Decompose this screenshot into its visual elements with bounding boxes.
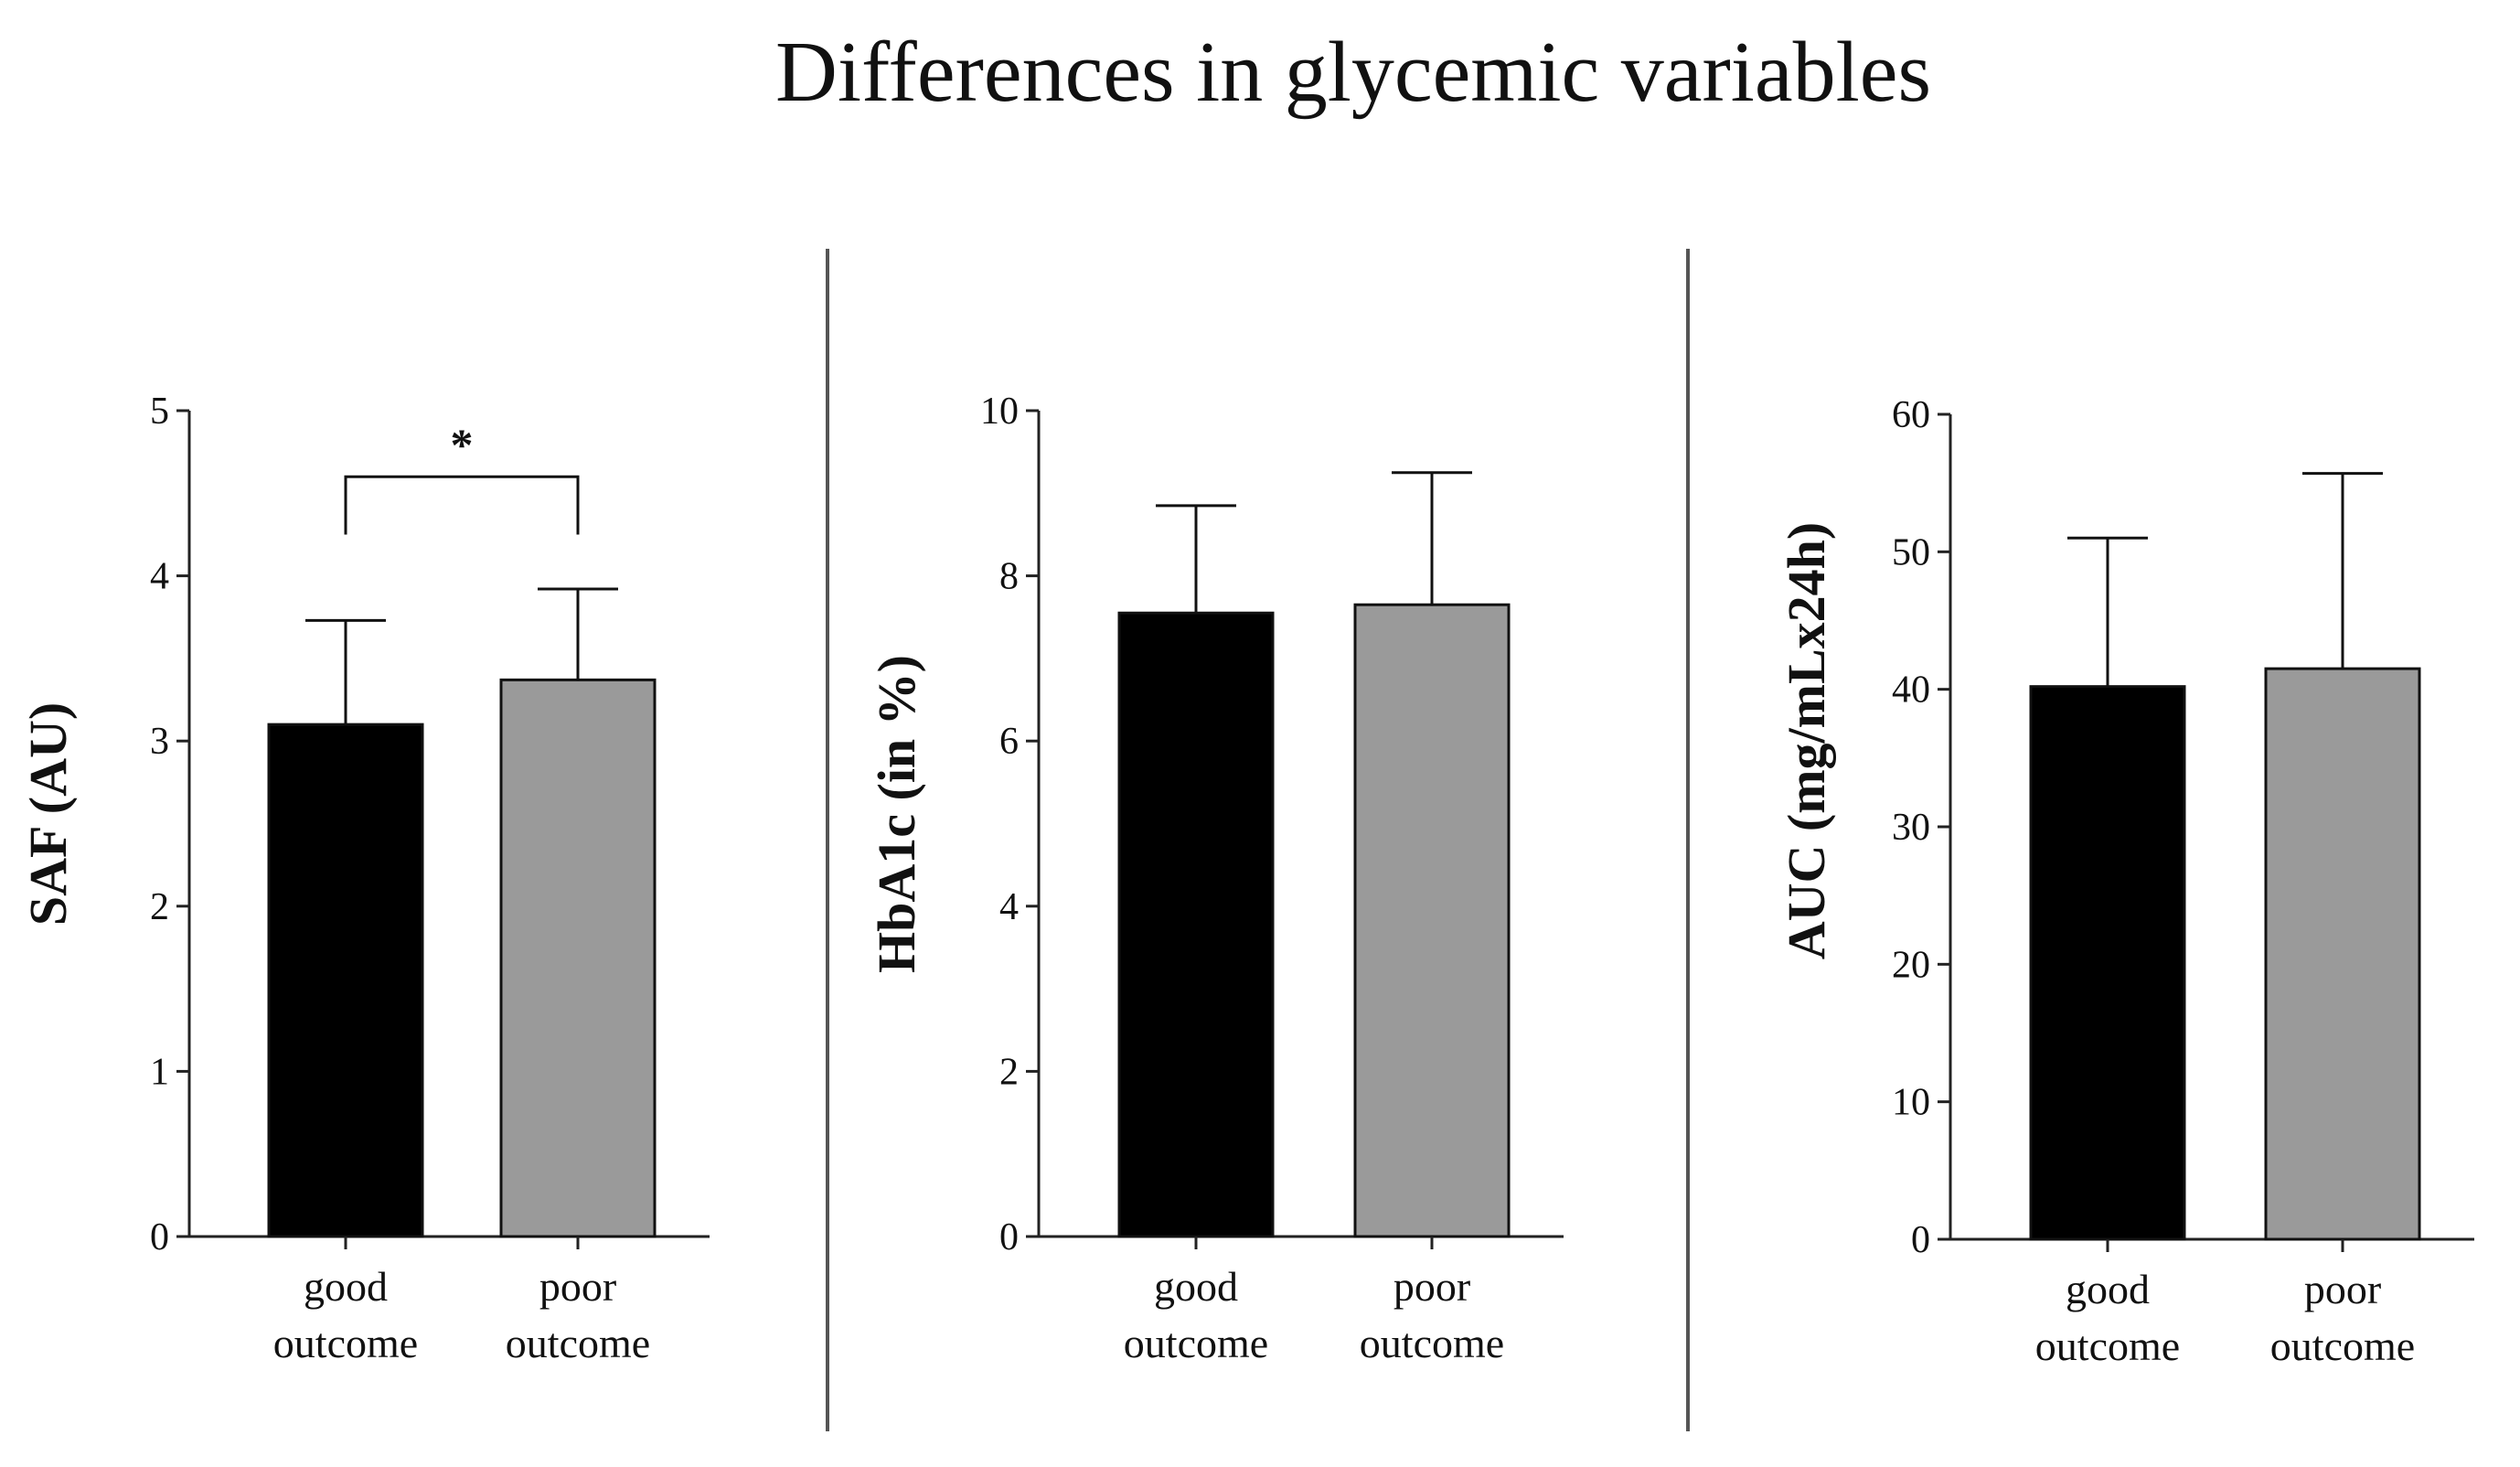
y-tick-label: 20: [1892, 944, 1930, 986]
figure-title: Differences in glycemic variables: [775, 25, 1931, 120]
y-tick-label: 30: [1892, 807, 1930, 849]
y-tick-label: 3: [150, 721, 169, 763]
x-category-label-line2: outcome: [1360, 1320, 1504, 1366]
y-tick-label: 5: [150, 391, 169, 433]
bar-good-outcome: [2029, 685, 2186, 1241]
y-tick-label: 0: [150, 1216, 169, 1258]
bar-good-outcome: [1117, 611, 1275, 1238]
bar-poor-outcome: [499, 678, 657, 1238]
bar-poor-outcome: [1353, 603, 1511, 1238]
y-tick-label: 10: [1892, 1082, 1930, 1124]
y-tick-label: 8: [999, 556, 1019, 598]
y-axis-title: HbA1c (in %): [867, 655, 926, 973]
x-category-label-line1: poor: [1393, 1263, 1470, 1310]
y-axis-title: SAF (AU): [18, 702, 78, 926]
x-category-label-line2: outcome: [1124, 1320, 1268, 1366]
y-axis-title: AUC (mg/mLx24h): [1777, 522, 1836, 959]
y-tick-label: 0: [999, 1216, 1019, 1258]
y-tick-label: 6: [999, 721, 1019, 763]
x-category-label-line2: outcome: [506, 1320, 650, 1366]
significance-marker: *: [451, 419, 474, 470]
y-tick-label: 60: [1892, 394, 1930, 436]
x-category-label-line1: good: [1154, 1263, 1238, 1310]
y-tick-label: 2: [999, 1051, 1019, 1093]
y-tick-label: 50: [1892, 531, 1930, 573]
chart-panel-2: 0 2 4 6 8 10 good outcome poor outcome HbA1c (in %…: [867, 391, 1564, 1366]
significance-bracket: [344, 475, 580, 535]
y-tick-label: 2: [150, 886, 169, 928]
y-tick-label: 40: [1892, 669, 1930, 712]
x-category-label-line2: outcome: [273, 1320, 418, 1366]
x-category-label-line2: outcome: [2035, 1322, 2180, 1369]
x-category-label-line1: poor: [539, 1263, 616, 1310]
chart-panel-3: 0 10 20 30 40 50 60 good outcome poor outcome AUC (…: [1777, 394, 2474, 1369]
bar-poor-outcome: [2264, 667, 2421, 1241]
chart-panel-1: 0 1 2 3 4 5 good outcome poor outcome SAF (AU) *: [18, 391, 710, 1366]
x-category-label-line1: poor: [2304, 1266, 2381, 1312]
y-tick-label: 10: [980, 391, 1019, 433]
bar-good-outcome: [267, 723, 424, 1238]
x-category-label-line2: outcome: [2270, 1322, 2415, 1369]
y-tick-label: 0: [1911, 1219, 1930, 1261]
y-tick-label: 4: [999, 886, 1019, 928]
y-tick-label: 4: [150, 556, 169, 598]
y-tick-label: 1: [150, 1051, 169, 1093]
x-category-label-line1: good: [304, 1263, 388, 1310]
x-category-label-line1: good: [2066, 1266, 2150, 1312]
